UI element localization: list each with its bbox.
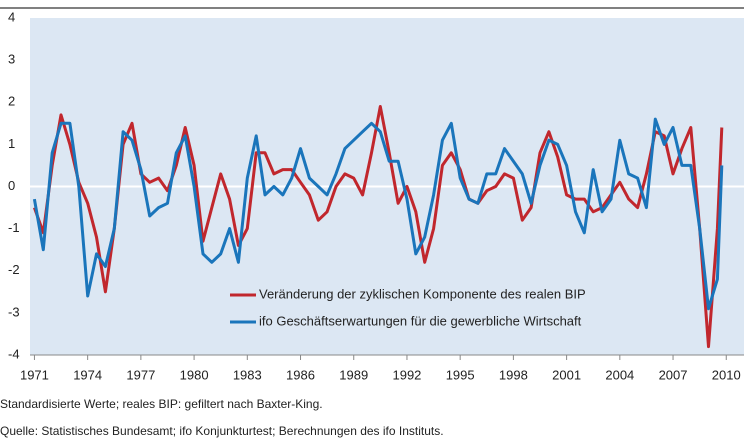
x-tick-label: 1980 [180,367,209,382]
x-tick-label: 1992 [392,367,421,382]
x-tick-label: 1989 [339,367,368,382]
y-tick-label: -4 [8,346,20,361]
x-tick-label: 1986 [286,367,315,382]
y-tick-label: -2 [8,262,20,277]
x-tick-label: 1974 [73,367,102,382]
legend-label: ifo Geschäftserwartungen für die gewerbl… [259,313,582,328]
y-tick-label: 0 [8,178,15,193]
x-tick-label: 1971 [20,367,49,382]
x-tick-label: 1983 [233,367,262,382]
y-tick-label: 1 [8,136,15,151]
y-tick-label: 4 [8,9,15,24]
footnote: Quelle: Statistisches Bundesamt; ifo Kon… [0,424,444,438]
x-tick-label: 1998 [499,367,528,382]
x-tick-label: 1977 [126,367,155,382]
x-tick-label: 2004 [605,367,634,382]
x-tick-label: 1995 [446,367,475,382]
footnote: Standardisierte Werte; reales BIP: gefil… [0,397,323,411]
x-tick-label: 2010 [712,367,741,382]
y-tick-label: 3 [8,52,15,67]
y-tick-label: -3 [8,304,20,319]
x-tick-label: 2001 [552,367,581,382]
legend-label: Veränderung der zyklischen Komponente de… [259,286,586,301]
x-tick-label: 2007 [659,367,688,382]
series-line [32,117,724,311]
y-tick-label: -1 [8,220,20,235]
y-tick-label: 2 [8,94,15,109]
